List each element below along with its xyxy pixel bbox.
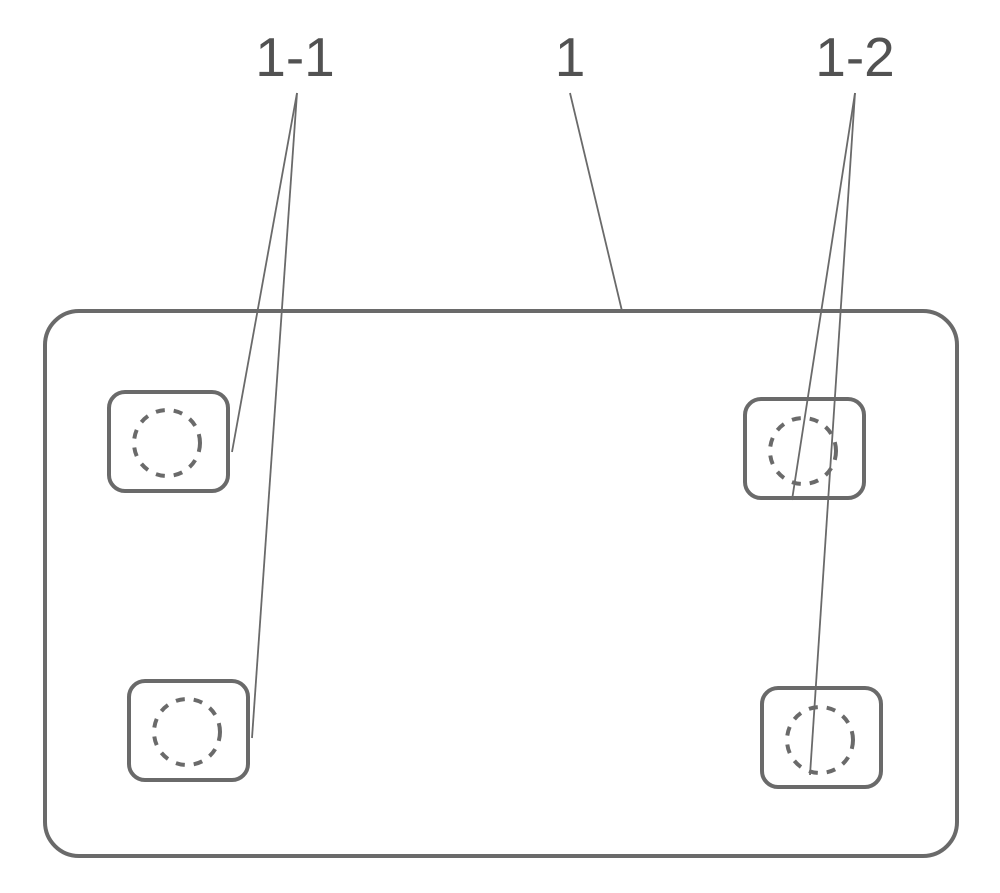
diagram-stage: 1-1 1 1-2 [0,0,1000,893]
label-l1: 1 [540,25,600,89]
leader-l1-0 [570,93,622,311]
pad-bl [129,681,248,780]
pad-hole-br [787,707,853,773]
pad-br [762,688,881,787]
leader-l11-1 [252,93,297,738]
label-l12: 1-2 [790,25,920,89]
pad-rect-bl [129,681,248,780]
pad-rect-br [762,688,881,787]
leader-l12-1 [810,93,855,775]
diagram-svg [0,0,1000,893]
pad-rect-tl [109,392,228,491]
pad-hole-tl [134,410,200,476]
pad-tl [109,392,228,491]
leader-l11-0 [232,93,297,452]
leader-l12-0 [792,93,855,500]
label-l11: 1-1 [230,25,360,89]
pad-hole-bl [154,699,220,765]
